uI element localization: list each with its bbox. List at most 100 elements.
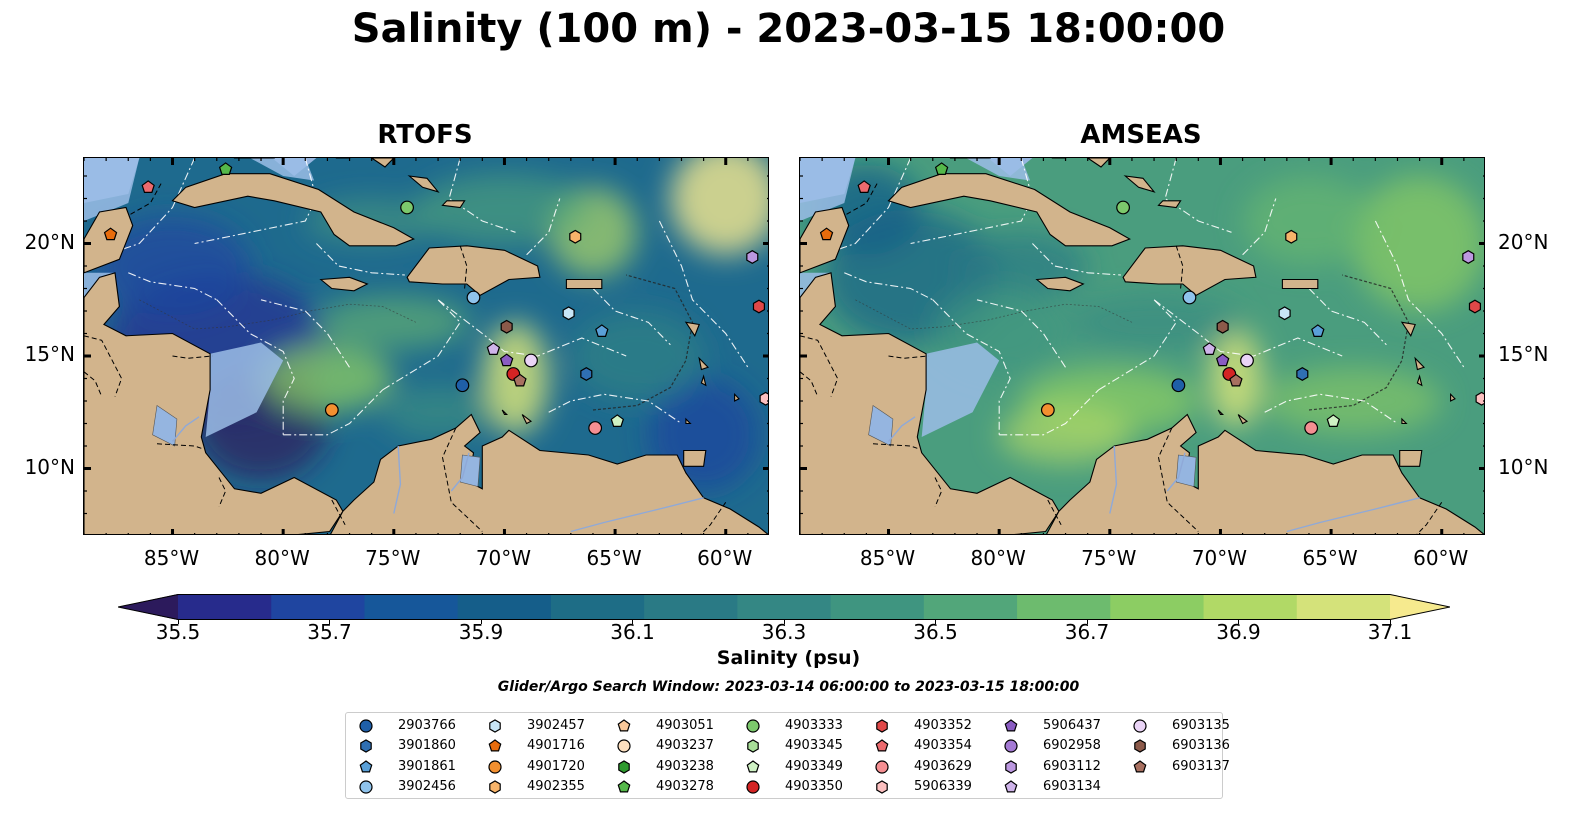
land-bahamas3: [407, 175, 440, 193]
land-trinidad: [683, 449, 707, 467]
land-jamaica: [1035, 276, 1085, 292]
colorbar-tick-label: 37.1: [1367, 620, 1413, 644]
legend-marker-pentagon: [1004, 719, 1018, 732]
legend-label: 4903352: [914, 718, 972, 733]
shelf-area: [966, 158, 1031, 181]
land-bahamas4: [1157, 200, 1182, 209]
colorbar-tick-label: 36.9: [1216, 620, 1261, 644]
map-panel-rtofs[interactable]: [83, 157, 769, 535]
rivers: [887, 416, 1420, 533]
legend-marker-pentagon: [359, 759, 373, 773]
observation-3902457: [1278, 306, 1291, 321]
observation-4903352: [1468, 299, 1481, 314]
land-grenada: [1401, 417, 1408, 425]
legend-marker: [489, 780, 501, 794]
lon-tick-label: 60°W: [1413, 546, 1469, 570]
colorbar-segment: [178, 594, 272, 620]
lon-tick-label: 85°W: [143, 546, 200, 570]
legend-marker: [746, 759, 760, 773]
legend-marker-hexagon: [360, 739, 372, 753]
colorbar-tick-mark: [1086, 620, 1088, 624]
legend-marker: [488, 739, 502, 752]
observation-6903134: [486, 342, 501, 355]
legend-marker: [1005, 759, 1017, 774]
colorbar-tick-label: 35.7: [307, 620, 352, 644]
legend-marker: [875, 759, 889, 774]
map-panel-amseas[interactable]: [799, 157, 1485, 535]
colorbar-tick-mark: [1389, 620, 1391, 624]
shelf-area: [800, 158, 856, 221]
colorbar-segment: [457, 594, 552, 620]
legend-item: 4903345: [743, 737, 868, 755]
lake-maracaibo: [1175, 454, 1197, 487]
legend-marker: [746, 719, 760, 733]
bathymetry-contours: [855, 274, 1410, 411]
legend-marker-pentagon: [746, 759, 760, 773]
legend-marker: [618, 759, 630, 774]
lon-tick-label: 85°W: [859, 546, 916, 570]
observation-6903112: [1462, 250, 1475, 264]
legend-label: 3901861: [398, 758, 456, 774]
land-martinique: [698, 356, 710, 371]
land-trinidad: [1399, 449, 1423, 467]
observation-5906437: [1215, 353, 1230, 367]
shelf-area: [921, 342, 1000, 437]
legend-marker-circle: [359, 780, 373, 794]
colorbar-segment: [1296, 594, 1391, 620]
legend-item: 5906339: [872, 778, 997, 796]
legend-item: 6903137: [1130, 758, 1255, 776]
map-canvas-amseas: [800, 158, 1484, 534]
observation-6903112: [746, 250, 759, 264]
land-martinique: [1414, 356, 1426, 371]
lat-tick-label-left: 15°N: [24, 342, 75, 366]
platform-legend: 2903766 3901860 3901861 3902456 3902457 49017…: [345, 712, 1230, 799]
lat-tick-label-right: 20°N: [1498, 229, 1549, 254]
legend-marker: [875, 739, 889, 752]
land-centralAmerica: [84, 272, 344, 534]
land-bahamas2: [1086, 158, 1111, 168]
observation-4903278: [934, 162, 949, 175]
observation-2903766: [455, 378, 470, 393]
legend-item: 4903349: [743, 758, 868, 776]
observation-4903352: [752, 299, 765, 314]
lon-tick-label: 60°W: [697, 546, 753, 570]
observation-5906339: [759, 391, 768, 406]
legend-item: 6902958: [1001, 737, 1126, 755]
legend-marker-circle: [488, 759, 502, 774]
colorbar-segment: [271, 594, 365, 620]
colorbar-tick-mark: [632, 620, 633, 624]
colorbar-ramp: [117, 594, 1451, 620]
lon-tick-label: 80°W: [254, 546, 310, 570]
legend-item: 4903352: [872, 717, 997, 735]
legend-marker-pentagon: [488, 739, 502, 752]
colorbar-segment: [1017, 594, 1111, 620]
legend-label: 3902456: [398, 778, 456, 794]
legend-label: 4902355: [527, 778, 585, 794]
lat-tick-label-left: 20°N: [24, 229, 75, 254]
shelf-area: [250, 158, 315, 181]
observation-3901861: [595, 324, 609, 337]
legend-item: 3902457: [485, 717, 610, 735]
legend-marker-pentagon: [1004, 780, 1018, 793]
legend-label: 4903629: [914, 758, 972, 774]
legend-marker-hexagon: [876, 780, 888, 794]
observation-6903136: [1216, 319, 1229, 334]
observation-3902456: [466, 290, 481, 305]
colorbar-extend-low: [118, 594, 178, 620]
observation-4903349: [1326, 414, 1341, 427]
observation-5906437: [499, 353, 514, 367]
country-borders: [800, 182, 1443, 534]
legend-label: 6903137: [1172, 758, 1230, 774]
legend-item: 4903350: [743, 778, 868, 796]
colorbar-segment: [830, 594, 925, 620]
legend-item: 6903136: [1130, 737, 1255, 755]
legend-label: 4903237: [656, 738, 714, 754]
lake-maracaibo: [459, 454, 481, 487]
legend-label: 6903112: [1043, 758, 1101, 774]
legend-marker: [489, 719, 501, 733]
observation-markers: [819, 162, 1484, 435]
colorbar-segment: [737, 594, 832, 620]
legend-item: 4903238: [614, 758, 739, 776]
observation-markers: [103, 162, 768, 435]
legend-marker-hexagon: [876, 719, 888, 733]
